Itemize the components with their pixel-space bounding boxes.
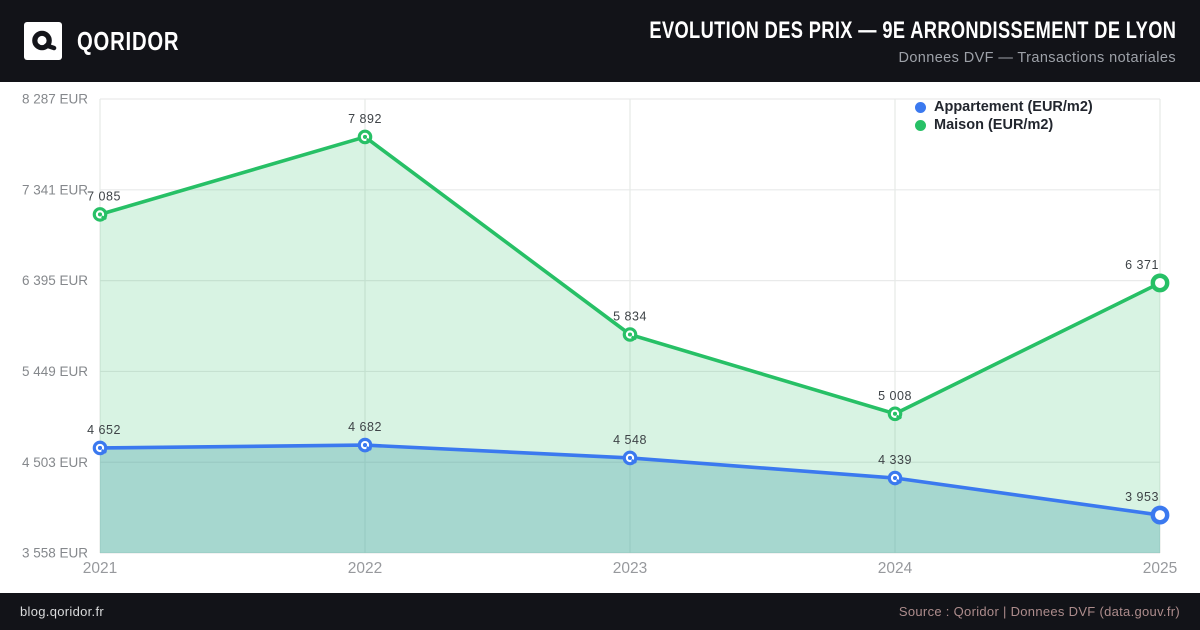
brand-name: QORIDOR [77,25,180,56]
maison-dot-icon [915,119,926,131]
data-point-label: 6 371 [1125,258,1159,272]
y-axis-tick-label: 8 287 EUR [22,92,88,107]
marker-q-tail [631,335,637,340]
series-area-fill [100,445,1160,553]
marker-q-ring [95,210,105,219]
marker-q-tail [366,446,372,451]
data-point-label: 5 834 [613,309,647,323]
data-point-label: 3 953 [1125,490,1159,504]
data-point-label: 4 682 [348,420,382,434]
marker-q-ring [360,132,370,142]
marker-q-ring [890,409,900,418]
page-subtitle: Donnees DVF — Transactions notariales [898,49,1176,66]
page-title: EVOLUTION DES PRIX — 9E ARRONDISSEMENT D… [649,16,1176,44]
data-point-label: 5 008 [878,389,912,403]
chart-legend: Appartement (EUR/m2) Maison (EUR/m2) [915,99,1093,133]
marker-q-ring [890,473,900,483]
data-point-label: 7 085 [87,189,121,203]
appartement-dot-icon [915,101,926,113]
footer-site-url: blog.qoridor.fr [20,604,104,619]
brand-group: QORIDOR [24,22,208,60]
data-point-label: 4 339 [878,453,912,467]
y-axis-tick-label: 7 341 EUR [22,182,88,197]
data-point-label: 4 548 [613,433,647,447]
data-point-label: 7 892 [348,112,382,126]
chart-area: 8 287 EUR 7 341 EUR 6 395 EUR 5 449 EUR 4 50… [0,82,1200,593]
data-point-end-marker [1150,273,1170,293]
legend-item-appartement: Appartement (EUR/m2) [915,99,1093,115]
footer-bar: blog.qoridor.fr Source : Qoridor | Donne… [0,593,1200,630]
marker-q-ring [95,443,105,453]
legend-label-appartement: Appartement (EUR/m2) [934,99,1093,115]
data-point-end-marker [1150,505,1170,525]
y-axis-tick-label: 6 395 EUR [22,273,88,288]
y-axis-tick-label: 3 558 EUR [22,546,88,561]
marker-q-ring [360,440,370,450]
x-axis-tick-label: 2022 [348,560,382,577]
marker-q-tail [896,414,902,420]
x-axis-tick-label: 2024 [878,560,913,577]
header-bar: QORIDOR EVOLUTION DES PRIX — 9E ARRONDIS… [0,0,1200,82]
marker-q-tail [366,138,372,143]
marker-q-tail [101,215,107,220]
marker-q-tail [631,459,637,464]
marker-q-tail [101,449,107,454]
y-axis-tick-label: 4 503 EUR [22,455,88,470]
x-axis-tick-label: 2021 [83,560,117,577]
marker-q-tail [896,479,902,484]
legend-label-maison: Maison (EUR/m2) [934,117,1054,133]
data-point-label: 4 652 [87,423,121,437]
x-axis-tick-label: 2023 [613,560,647,577]
legend-item-maison: Maison (EUR/m2) [915,117,1093,133]
marker-q-ring [625,330,635,339]
marker-q-ring [625,453,635,463]
price-evolution-chart: 8 287 EUR 7 341 EUR 6 395 EUR 5 449 EUR 4 50… [22,92,1177,578]
y-axis-tick-label: 5 449 EUR [22,364,88,379]
x-axis-tick-label: 2025 [1143,560,1177,577]
title-group: EVOLUTION DES PRIX — 9E ARRONDISSEMENT D… [483,17,1176,66]
q-glyph [32,30,57,51]
footer-source: Source : Qoridor | Donnees DVF (data.gou… [898,604,1180,619]
qoridor-logo-icon [24,22,62,60]
